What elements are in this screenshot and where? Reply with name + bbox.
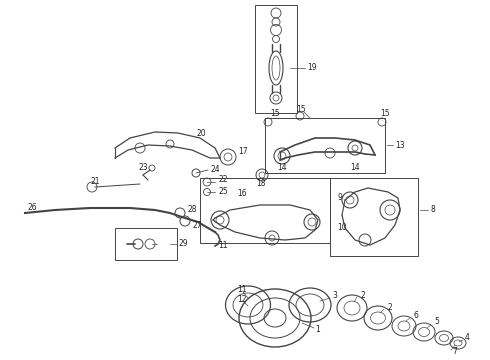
Text: 11: 11 bbox=[218, 240, 227, 249]
Text: 5: 5 bbox=[434, 318, 439, 327]
Text: 4: 4 bbox=[465, 333, 470, 342]
Text: 19: 19 bbox=[307, 63, 317, 72]
Text: 20: 20 bbox=[196, 129, 206, 138]
Bar bbox=[330, 178, 418, 256]
Text: 21: 21 bbox=[90, 176, 99, 185]
Text: 7: 7 bbox=[452, 347, 457, 356]
Text: 23: 23 bbox=[138, 163, 147, 172]
Text: 28: 28 bbox=[187, 206, 196, 215]
Text: 9: 9 bbox=[337, 193, 342, 202]
Text: 26: 26 bbox=[27, 202, 37, 211]
Text: 14: 14 bbox=[350, 163, 360, 172]
Text: 27: 27 bbox=[192, 220, 201, 230]
Text: 18: 18 bbox=[256, 179, 266, 188]
Text: 6: 6 bbox=[413, 311, 418, 320]
Text: 3: 3 bbox=[332, 292, 337, 301]
Text: 2: 2 bbox=[360, 291, 365, 300]
Text: 25: 25 bbox=[218, 186, 228, 195]
Text: 16: 16 bbox=[237, 189, 246, 198]
Text: 13: 13 bbox=[395, 140, 405, 149]
Text: 8: 8 bbox=[430, 206, 435, 215]
Text: 17: 17 bbox=[238, 148, 247, 157]
Text: 11: 11 bbox=[237, 285, 246, 294]
Bar bbox=[255, 5, 297, 113]
Text: 24: 24 bbox=[210, 165, 220, 174]
Text: 15: 15 bbox=[296, 104, 306, 113]
Text: 1: 1 bbox=[315, 325, 320, 334]
Text: 14: 14 bbox=[277, 163, 287, 172]
Text: 22: 22 bbox=[218, 175, 227, 184]
Text: 10: 10 bbox=[337, 224, 346, 233]
Bar bbox=[115, 228, 177, 260]
Bar bbox=[200, 178, 330, 243]
Bar bbox=[265, 118, 385, 173]
Text: 29: 29 bbox=[178, 239, 188, 248]
Text: 12: 12 bbox=[237, 296, 246, 305]
Text: 15: 15 bbox=[380, 109, 390, 118]
Text: 2: 2 bbox=[387, 302, 392, 311]
Text: 15: 15 bbox=[270, 109, 280, 118]
